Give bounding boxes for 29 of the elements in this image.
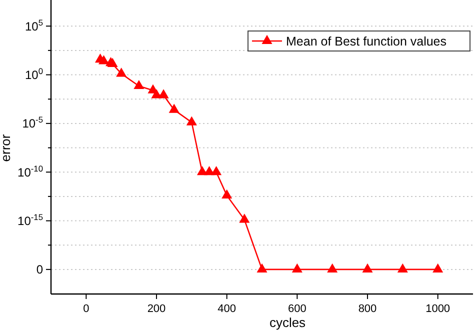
y-tick-label: 10$^{5}$ [24,17,44,34]
point [432,263,444,272]
x-tick-label: 200 [147,303,166,315]
legend-label: Mean of Best function values [286,34,447,48]
point [134,80,144,90]
point [239,214,250,223]
y-tick-label: 0 [36,262,44,277]
y-tick-label: 10$^{-15}$ [18,212,44,228]
point [292,263,302,272]
point [327,263,338,272]
x-tick-label: 800 [358,303,377,315]
point [158,89,169,98]
x-tick-label: 600 [288,303,306,315]
y-axis-title: error [0,134,13,162]
x-axis-title: cycles [269,315,306,330]
point [222,189,232,198]
point [116,68,127,77]
point [256,263,268,272]
y-tick-label: 10$^{-10}$ [18,163,44,180]
point [186,116,197,126]
point [397,263,408,272]
x-tick-label: 1000 [426,303,450,315]
y-tick-label: 10$^{-5}$ [22,114,44,131]
x-tick-label: 0 [83,303,90,315]
point [362,263,373,272]
x-tick-label: 400 [218,303,236,315]
y-tick-label: 10$^{0}$ [24,66,44,82]
point [168,104,180,113]
point [211,166,222,176]
